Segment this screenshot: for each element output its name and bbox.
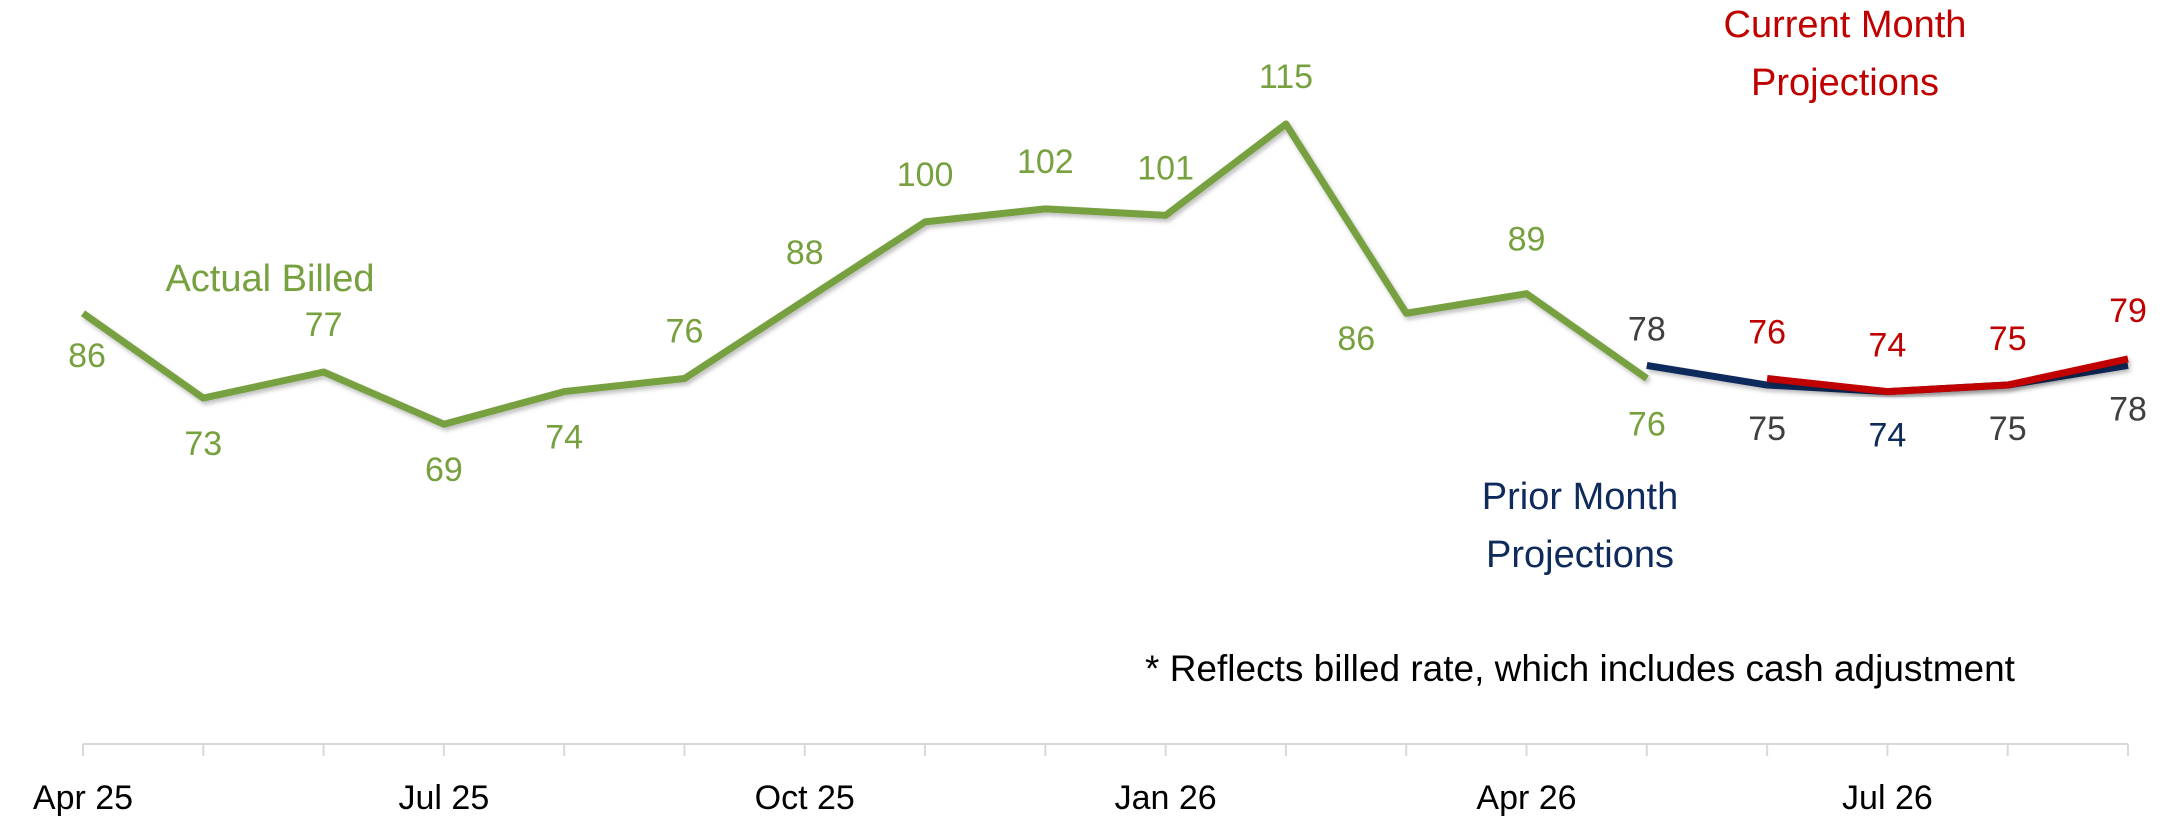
series-label: Actual Billed — [165, 258, 375, 300]
x-tick-label: Apr 26 — [1476, 779, 1576, 817]
data-label: 77 — [305, 306, 343, 344]
data-label: 76 — [1628, 406, 1666, 444]
x-tick-label: Jan 26 — [1115, 779, 1217, 817]
data-label: 86 — [1337, 320, 1375, 358]
data-label: 79 — [2109, 292, 2147, 330]
data-label: 74 — [1868, 327, 1906, 365]
series-line — [1646, 362, 2129, 396]
x-tick-label: Jul 25 — [399, 779, 490, 817]
series-label: Prior Month Projections — [1481, 476, 1679, 576]
data-label: 69 — [425, 451, 463, 489]
data-label: 74 — [1868, 417, 1906, 455]
data-label: 101 — [1137, 149, 1194, 187]
data-label: 78 — [1628, 310, 1666, 348]
footnote: * Reflects billed rate, which includes c… — [1145, 648, 2015, 689]
data-label: 74 — [545, 419, 583, 457]
x-tick-label: Apr 25 — [33, 779, 133, 817]
data-label: 115 — [1259, 58, 1313, 96]
series-line — [1766, 355, 2129, 396]
series-label: Current Month Projections — [1723, 4, 1967, 104]
data-label: 76 — [1748, 314, 1786, 352]
data-label: 75 — [1989, 320, 2027, 358]
data-label: 75 — [1748, 410, 1786, 448]
data-label: 75 — [1989, 410, 2027, 448]
data-label: 76 — [666, 313, 704, 351]
data-label: 89 — [1508, 221, 1546, 259]
data-label: 78 — [2109, 390, 2147, 428]
data-label: 100 — [897, 156, 954, 194]
data-label: 73 — [184, 425, 222, 463]
data-label: 88 — [786, 234, 824, 272]
data-label: 86 — [68, 337, 106, 375]
data-label: 102 — [1017, 143, 1074, 181]
series-line — [80, 120, 1649, 428]
x-tick-label: Jul 26 — [1842, 779, 1933, 817]
x-tick-label: Oct 25 — [755, 779, 855, 817]
